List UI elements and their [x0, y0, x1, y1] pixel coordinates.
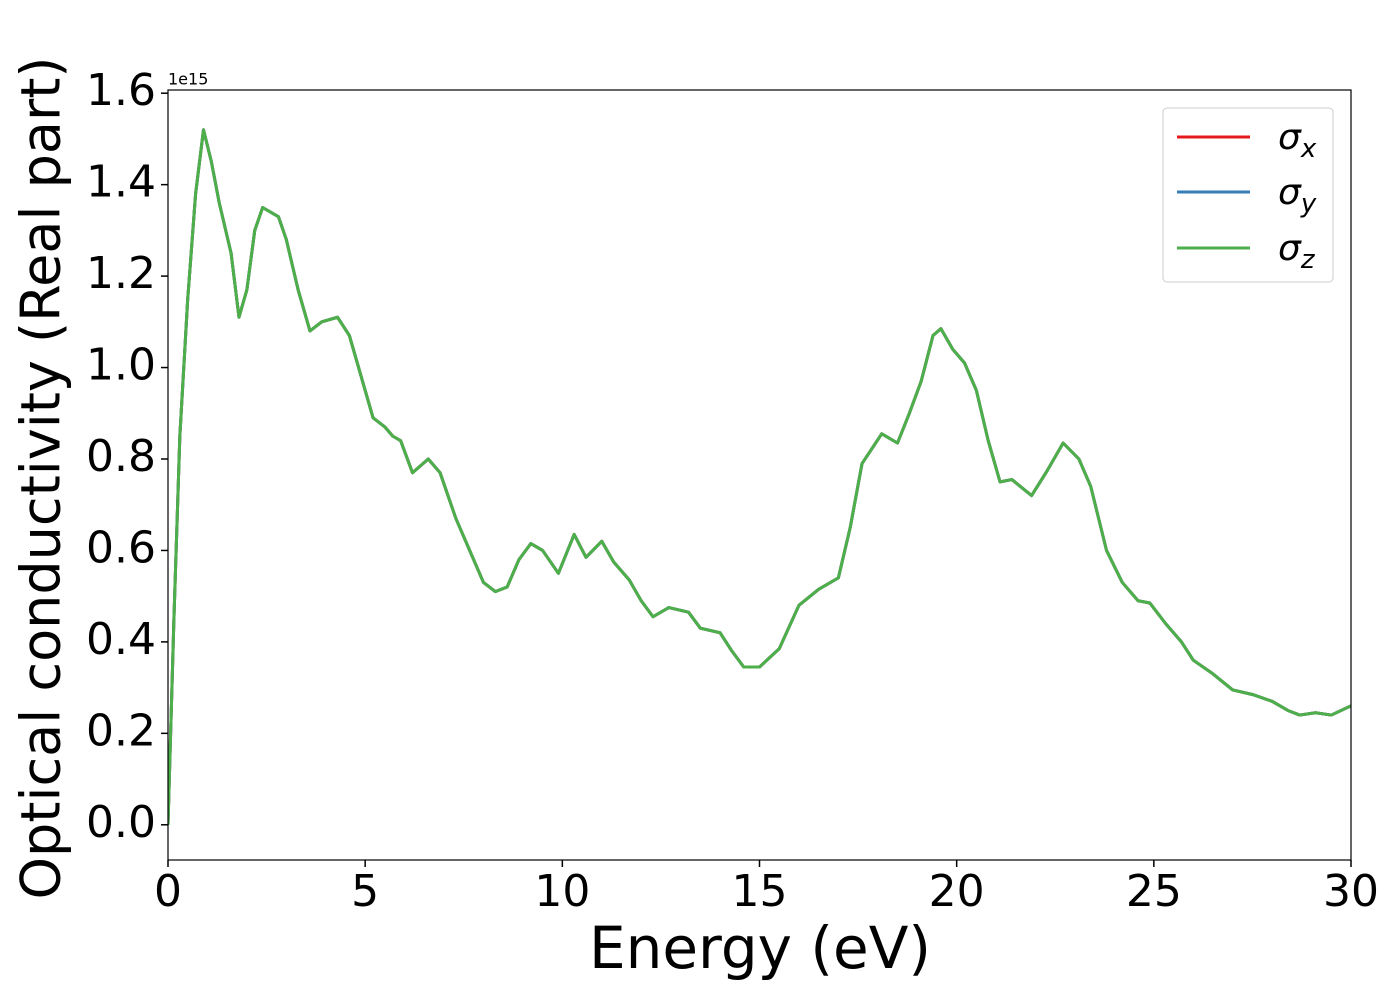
- y-offset-label: 1e15: [168, 70, 208, 89]
- plot-frame: [167, 89, 1352, 861]
- legend-label: σy: [1278, 172, 1317, 219]
- y-tick-label: 1.6: [86, 65, 156, 116]
- y-tick-label: 1.4: [86, 157, 156, 208]
- y-tick-label: 0.4: [86, 614, 156, 665]
- y-tick-label: 0.8: [86, 431, 156, 482]
- x-tick-label: 20: [929, 866, 985, 917]
- y-tick-label: 0.0: [86, 797, 156, 848]
- y-tick-label: 1.0: [86, 340, 156, 391]
- y-tick-label: 0.6: [86, 522, 156, 573]
- y-tick-label: 0.2: [86, 705, 156, 756]
- x-tick-label: 5: [351, 866, 379, 917]
- x-tick-label: 30: [1323, 866, 1379, 917]
- legend-label: σz: [1278, 228, 1316, 275]
- x-tick-label: 25: [1126, 866, 1182, 917]
- legend-box: [1162, 107, 1334, 283]
- x-tick-label: 10: [534, 866, 590, 917]
- series-line: [168, 128, 1351, 825]
- x-tick-label: 0: [154, 866, 182, 917]
- y-tick-label: 1.2: [86, 248, 156, 299]
- y-axis-label: Optical conductivity (Real part): [10, 57, 73, 900]
- x-tick-label: 15: [732, 866, 788, 917]
- x-axis-label: Energy (eV): [589, 914, 931, 982]
- legend-label: σx: [1278, 117, 1317, 164]
